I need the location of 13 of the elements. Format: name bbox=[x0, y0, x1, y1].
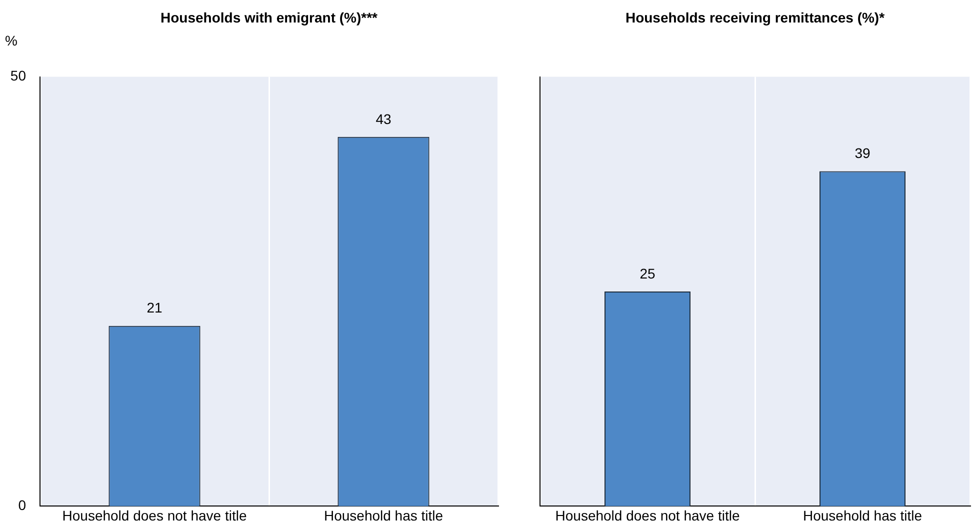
data-label: 43 bbox=[376, 110, 392, 127]
data-label: 21 bbox=[146, 300, 162, 316]
chart-title: Households receiving remittances (%)* bbox=[625, 9, 886, 26]
data-label: 39 bbox=[854, 145, 870, 162]
chart-title: Households with emigrant (%)*** bbox=[160, 9, 378, 26]
x-tick-label: Household does not have title bbox=[62, 507, 247, 524]
y-axis-title: % bbox=[5, 32, 18, 49]
x-tick-label: Household has title bbox=[324, 507, 444, 524]
y-tick-label: 0 bbox=[18, 497, 26, 514]
x-tick-label: Household does not have title bbox=[555, 507, 740, 524]
x-tick-label: Household has title bbox=[802, 507, 922, 524]
data-label: 25 bbox=[640, 265, 656, 282]
y-tick-label: 50 bbox=[10, 68, 26, 84]
